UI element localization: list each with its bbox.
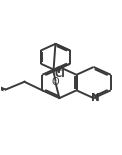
Text: N: N	[91, 93, 99, 102]
Text: O: O	[52, 77, 59, 87]
Text: Cl: Cl	[54, 69, 65, 79]
